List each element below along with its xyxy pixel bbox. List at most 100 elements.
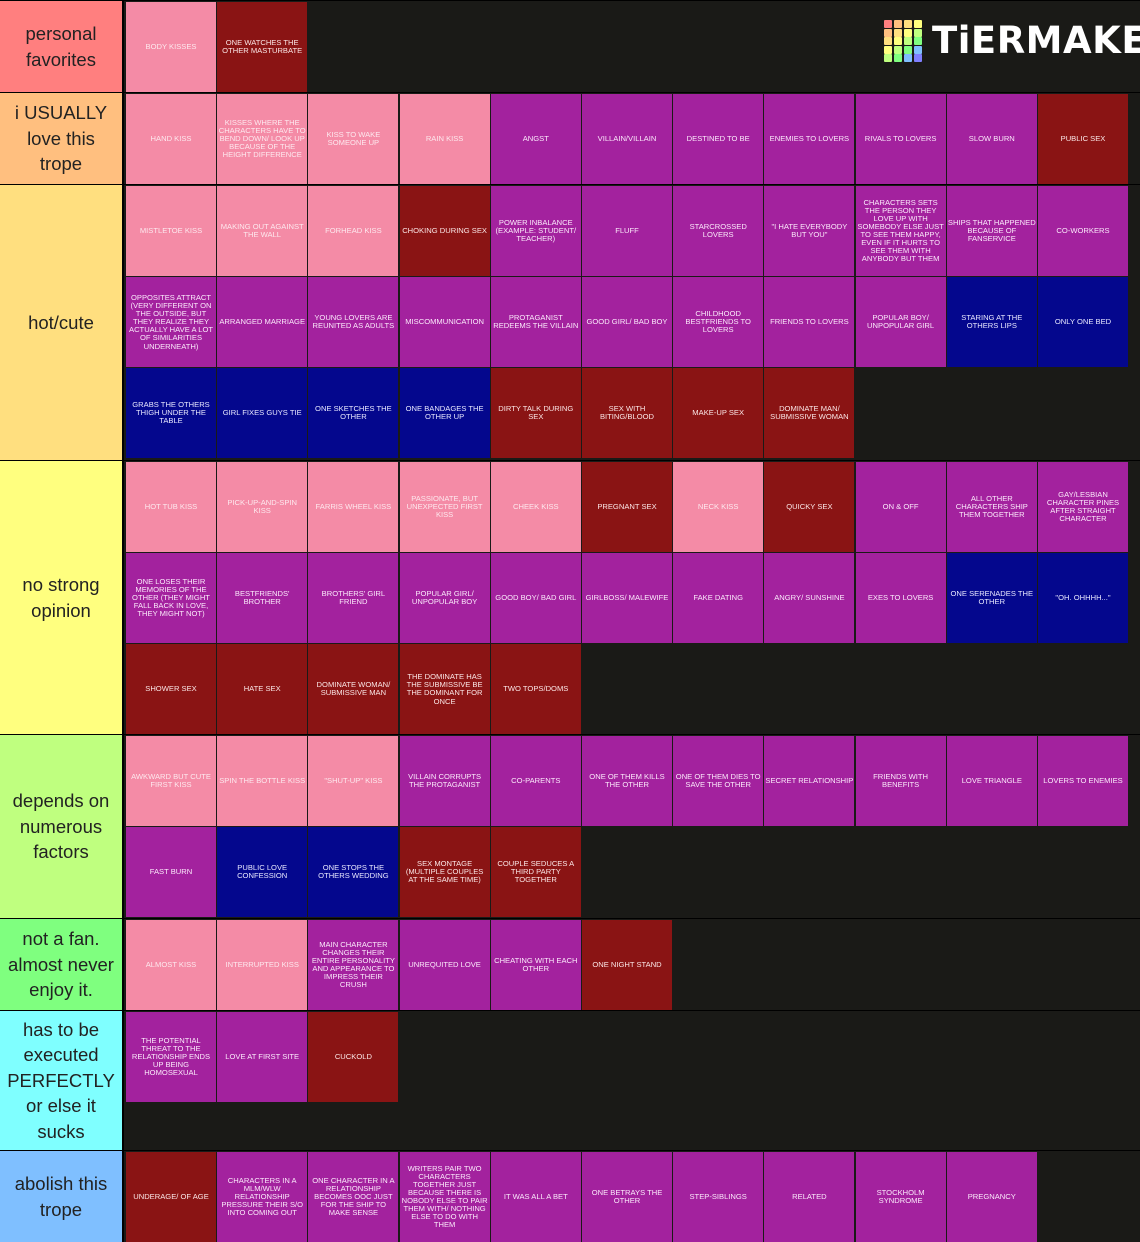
tier-item[interactable]: DESTINED TO BE: [673, 94, 764, 184]
tier-item[interactable]: SLOW BURN: [946, 94, 1037, 184]
tier-item[interactable]: STEP-SIBLINGS: [673, 1152, 764, 1242]
tier-item[interactable]: FAST BURN: [126, 827, 216, 918]
tier-item[interactable]: CHOKING DURING SEX: [399, 186, 490, 276]
tier-item[interactable]: GOOD BOY/ BAD GIRL: [490, 553, 581, 644]
tier-item[interactable]: VILLAIN/VILLAIN: [582, 94, 672, 184]
tier-item[interactable]: GIRLBOSS/ MALEWIFE: [582, 553, 672, 644]
tier-item[interactable]: MAKE-UP SEX: [673, 368, 764, 459]
tier-item[interactable]: GOOD GIRL/ BAD BOY: [582, 277, 672, 368]
tier-item[interactable]: BESTFRIENDS' BROTHER: [217, 553, 308, 644]
tier-label[interactable]: i USUALLY love this trope: [0, 93, 124, 184]
tier-item[interactable]: MISCOMMUNICATION: [399, 277, 490, 368]
tier-item[interactable]: PROTAGANIST REDEEMS THE VILLAIN: [490, 277, 581, 368]
tier-item[interactable]: FORHEAD KISS: [308, 186, 399, 276]
tier-item[interactable]: BODY KISSES: [126, 2, 216, 92]
tier-item[interactable]: STARING AT THE OTHERS LIPS: [946, 277, 1037, 368]
tier-label[interactable]: no strong opinion: [0, 461, 124, 734]
tier-item[interactable]: MAKING OUT AGAINST THE WALL: [217, 186, 308, 276]
tier-item[interactable]: GAY/LESBIAN CHARACTER PINES AFTER STRAIG…: [1038, 462, 1128, 552]
tier-item[interactable]: LOVE TRIANGLE: [946, 736, 1037, 826]
tier-item[interactable]: DOMINATE MAN/ SUBMISSIVE WOMAN: [764, 368, 855, 459]
tier-item[interactable]: ONE OF THEM KILLS THE OTHER: [582, 736, 672, 826]
tier-item[interactable]: ONE OF THEM DIES TO SAVE THE OTHER: [673, 736, 764, 826]
tier-label[interactable]: hot/cute: [0, 185, 124, 460]
tier-item[interactable]: POPULAR GIRL/ UNPOPULAR BOY: [399, 553, 490, 644]
tier-item[interactable]: STARCROSSED LOVERS: [673, 186, 764, 276]
tier-item[interactable]: RAIN KISS: [399, 94, 490, 184]
tier-label[interactable]: has to be executed PERFECTLY or else it …: [0, 1011, 124, 1150]
tier-item[interactable]: ONLY ONE BED: [1038, 277, 1128, 368]
tier-item[interactable]: LOVERS TO ENEMIES: [1038, 736, 1128, 826]
tier-item[interactable]: FARRIS WHEEL KISS: [308, 462, 399, 552]
tier-item[interactable]: ALL OTHER CHARACTERS SHIP THEM TOGETHER: [946, 462, 1037, 552]
tier-item[interactable]: SECRET RELATIONSHIP: [764, 736, 855, 826]
tier-item[interactable]: AWKWARD BUT CUTE FIRST KISS: [126, 736, 216, 826]
tier-item[interactable]: RIVALS TO LOVERS: [855, 94, 946, 184]
tier-item[interactable]: ONE STOPS THE OTHERS WEDDING: [308, 827, 399, 918]
tier-item[interactable]: UNREQUITED LOVE: [399, 920, 490, 1010]
tier-item[interactable]: PASSIONATE, BUT UNEXPECTED FIRST KISS: [399, 462, 490, 552]
tier-item[interactable]: DIRTY TALK DURING SEX: [490, 368, 581, 459]
tier-item[interactable]: KISS TO WAKE SOMEONE UP: [308, 94, 399, 184]
tier-item[interactable]: WRITERS PAIR TWO CHARACTERS TOGETHER JUS…: [399, 1152, 490, 1242]
tier-item[interactable]: CUCKOLD: [308, 1012, 399, 1102]
tier-item[interactable]: YOUNG LOVERS ARE REUNITED AS ADULTS: [308, 277, 399, 368]
tier-item[interactable]: CHEATING WITH EACH OTHER: [490, 920, 581, 1010]
tier-item[interactable]: OPPOSITES ATTRACT (VERY DIFFERENT ON THE…: [126, 277, 216, 368]
tier-item[interactable]: ARRANGED MARRIAGE: [217, 277, 308, 368]
tier-item[interactable]: GIRL FIXES GUYS TIE: [217, 368, 308, 459]
tiermaker-logo[interactable]: TiERMAKER: [884, 19, 1140, 64]
tier-item[interactable]: PREGNANCY: [946, 1152, 1037, 1242]
tier-item[interactable]: ONE WATCHES THE OTHER MASTURBATE: [217, 2, 308, 92]
tier-item[interactable]: HAND KISS: [126, 94, 216, 184]
tier-item[interactable]: THE POTENTIAL THREAT TO THE RELATIONSHIP…: [126, 1012, 216, 1102]
tier-item[interactable]: RELATED: [764, 1152, 855, 1242]
tier-item[interactable]: CHARACTERS IN A MLM/WLW RELATIONSHIP PRE…: [217, 1152, 308, 1242]
tier-item[interactable]: ONE SERENADES THE OTHER: [946, 553, 1037, 644]
tier-item[interactable]: HOT TUB KISS: [126, 462, 216, 552]
tier-item[interactable]: CHEEK KISS: [490, 462, 581, 552]
tier-item[interactable]: KISSES WHERE THE CHARACTERS HAVE TO BEND…: [217, 94, 308, 184]
tier-item[interactable]: QUICKY SEX: [764, 462, 855, 552]
tier-item[interactable]: SEX WITH BITING/BLOOD: [582, 368, 672, 459]
tier-item[interactable]: COUPLE SEDUCES A THIRD PARTY TOGETHER: [490, 827, 581, 918]
tier-item[interactable]: ONE CHARACTER IN A RELATIONSHIP BECOMES …: [308, 1152, 399, 1242]
tier-item[interactable]: GRABS THE OTHERS THIGH UNDER THE TABLE: [126, 368, 216, 459]
tier-item[interactable]: PUBLIC LOVE CONFESSION: [217, 827, 308, 918]
tier-label[interactable]: depends on numerous factors: [0, 735, 124, 918]
tier-item[interactable]: NECK KISS: [673, 462, 764, 552]
tier-item[interactable]: ENEMIES TO LOVERS: [764, 94, 855, 184]
tier-label[interactable]: abolish this trope: [0, 1151, 124, 1242]
tier-item[interactable]: TWO TOPS/DOMS: [490, 644, 581, 735]
tier-item[interactable]: SHIPS THAT HAPPENED BECAUSE OF FANSERVIC…: [946, 186, 1037, 276]
tier-item[interactable]: POPULAR BOY/ UNPOPULAR GIRL: [855, 277, 946, 368]
tier-item[interactable]: EXES TO LOVERS: [855, 553, 946, 644]
tier-item[interactable]: SEX MONTAGE (MULTIPLE COUPLES AT THE SAM…: [399, 827, 490, 918]
tier-item[interactable]: ANGRY/ SUNSHINE: [764, 553, 855, 644]
tier-item[interactable]: SPIN THE BOTTLE KISS: [217, 736, 308, 826]
tier-item[interactable]: ONE BANDAGES THE OTHER UP: [399, 368, 490, 459]
tier-item[interactable]: MAIN CHARACTER CHANGES THEIR ENTIRE PERS…: [308, 920, 399, 1010]
tier-item[interactable]: DOMINATE WOMAN/ SUBMISSIVE MAN: [308, 644, 399, 735]
tier-item[interactable]: LOVE AT FIRST SITE: [217, 1012, 308, 1102]
tier-item[interactable]: POWER INBALANCE (EXAMPLE: STUDENT/ TEACH…: [490, 186, 581, 276]
tier-item[interactable]: IT WAS ALL A BET: [490, 1152, 581, 1242]
tier-item[interactable]: FRIENDS WITH BENEFITS: [855, 736, 946, 826]
tier-label[interactable]: not a fan. almost never enjoy it.: [0, 919, 124, 1010]
tier-label[interactable]: personal favorites: [0, 1, 124, 92]
tier-item[interactable]: SHOWER SEX: [126, 644, 216, 735]
tier-item[interactable]: CO-PARENTS: [490, 736, 581, 826]
tier-item[interactable]: CHILDHOOD BESTFRIENDS TO LOVERS: [673, 277, 764, 368]
tier-item[interactable]: CHARACTERS SETS THE PERSON THEY LOVE UP …: [855, 186, 946, 276]
tier-item[interactable]: ONE SKETCHES THE OTHER: [308, 368, 399, 459]
tier-item[interactable]: MISTLETOE KISS: [126, 186, 216, 276]
tier-item[interactable]: ON & OFF: [855, 462, 946, 552]
tier-item[interactable]: "I HATE EVERYBODY BUT YOU": [764, 186, 855, 276]
tier-item[interactable]: FRIENDS TO LOVERS: [764, 277, 855, 368]
tier-item[interactable]: STOCKHOLM SYNDROME: [855, 1152, 946, 1242]
tier-item[interactable]: PREGNANT SEX: [582, 462, 672, 552]
tier-item[interactable]: HATE SEX: [217, 644, 308, 735]
tier-item[interactable]: ONE LOSES THEIR MEMORIES OF THE OTHER (T…: [126, 553, 216, 644]
tier-item[interactable]: "SHUT-UP" KISS: [308, 736, 399, 826]
tier-item[interactable]: THE DOMINATE HAS THE SUBMISSIVE BE THE D…: [399, 644, 490, 735]
